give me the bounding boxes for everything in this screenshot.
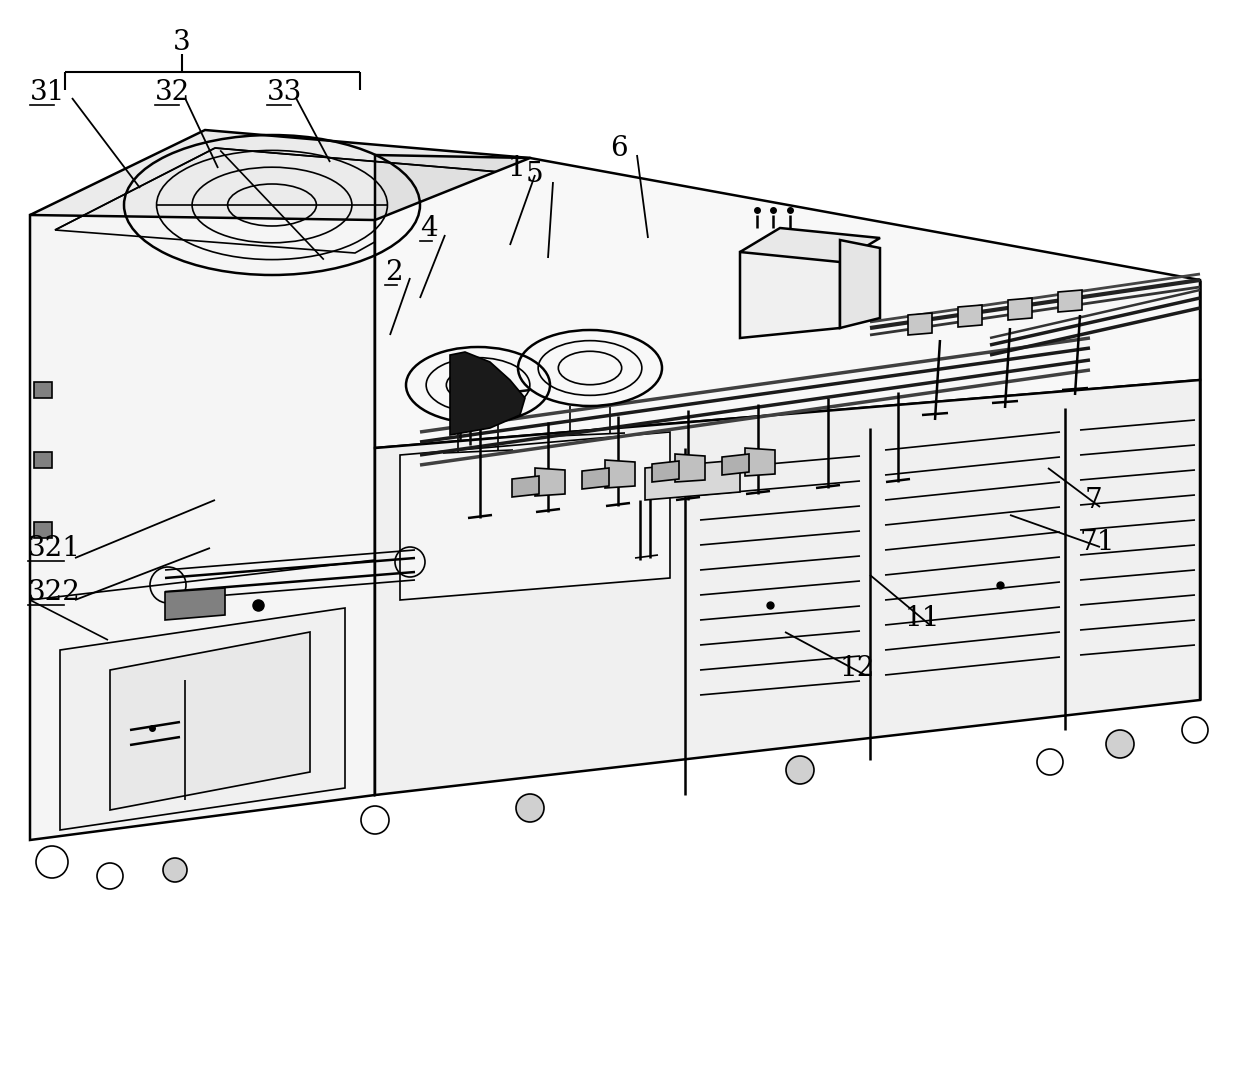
Polygon shape — [652, 461, 680, 482]
Circle shape — [162, 858, 187, 881]
Polygon shape — [740, 228, 880, 262]
Text: 4: 4 — [420, 215, 438, 242]
Text: 322: 322 — [29, 578, 81, 605]
Polygon shape — [33, 382, 52, 398]
Polygon shape — [165, 588, 224, 620]
Polygon shape — [374, 158, 1200, 448]
Text: 11: 11 — [905, 604, 940, 631]
Polygon shape — [374, 155, 529, 795]
Text: 7: 7 — [1085, 487, 1102, 514]
Circle shape — [786, 756, 813, 784]
Polygon shape — [1008, 298, 1032, 320]
Polygon shape — [1058, 290, 1083, 312]
Polygon shape — [30, 130, 529, 220]
Polygon shape — [908, 313, 932, 335]
Text: 2: 2 — [384, 258, 403, 286]
Polygon shape — [839, 240, 880, 328]
Polygon shape — [450, 352, 525, 435]
Text: 12: 12 — [839, 655, 875, 682]
Polygon shape — [110, 632, 310, 809]
Text: 32: 32 — [155, 78, 190, 105]
Circle shape — [1106, 730, 1135, 758]
Text: 1: 1 — [508, 155, 526, 182]
Polygon shape — [582, 468, 609, 489]
Polygon shape — [959, 305, 982, 327]
Polygon shape — [33, 452, 52, 468]
Polygon shape — [605, 460, 635, 488]
Polygon shape — [30, 155, 374, 840]
Text: 71: 71 — [1080, 529, 1116, 556]
Polygon shape — [645, 460, 740, 500]
Text: 31: 31 — [30, 78, 66, 105]
Polygon shape — [740, 240, 839, 338]
Polygon shape — [401, 432, 670, 600]
Polygon shape — [60, 608, 345, 830]
Text: 33: 33 — [267, 78, 303, 105]
Text: 6: 6 — [610, 134, 627, 161]
Polygon shape — [33, 522, 52, 538]
Polygon shape — [722, 454, 749, 475]
Polygon shape — [512, 476, 539, 497]
Text: 3: 3 — [174, 29, 191, 56]
Polygon shape — [745, 448, 775, 476]
Text: 321: 321 — [29, 534, 81, 561]
Circle shape — [516, 794, 544, 822]
Polygon shape — [534, 468, 565, 496]
Text: 5: 5 — [526, 161, 543, 188]
Polygon shape — [374, 379, 1200, 796]
Polygon shape — [675, 454, 706, 482]
